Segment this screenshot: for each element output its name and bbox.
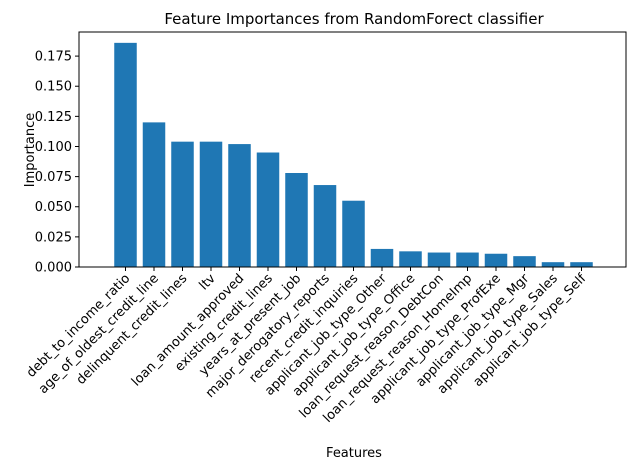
bar-applicant-job-type-profexe: [484, 253, 508, 267]
bars-group: [114, 42, 593, 267]
y-tick-label: 0.150: [35, 80, 72, 95]
bar-major-derogatory-reports: [313, 185, 337, 267]
bar-applicant-job-type-self: [570, 262, 593, 267]
bar-loan-request-reason-homeimp: [456, 252, 479, 267]
y-tick-label: 0.000: [35, 261, 72, 276]
plot-frame: [78, 31, 627, 268]
bar-delinquent-credit-lines: [171, 141, 194, 267]
y-tick-label: 0.175: [35, 50, 72, 65]
bar-existing-credit-lines: [256, 152, 280, 267]
x-tick-label: delinquent_credit_lines: [74, 271, 191, 388]
chart-title: Feature Importances from RandomForect cl…: [164, 10, 544, 28]
bar-applicant-job-type-sales: [541, 262, 565, 267]
bar-age-of-oldest-credit-line: [142, 122, 166, 267]
y-axis-title: Importance: [23, 113, 38, 188]
y-tick-label: 0.025: [35, 230, 72, 245]
bar-recent-credit-inquiries: [342, 200, 365, 267]
x-tick-label: ltv: [197, 271, 219, 293]
bar-loan-amount-approved: [228, 144, 251, 267]
bar-applicant-job-type-mgr: [513, 256, 536, 267]
bar-applicant-job-type-other: [370, 248, 394, 267]
x-axis-title: Features: [326, 446, 382, 461]
x-axis: debt_to_income_ratioage_of_oldest_credit…: [24, 267, 590, 426]
bar-years-at-present-job: [285, 173, 308, 267]
bar-loan-request-reason-debtcon: [427, 252, 451, 267]
y-axis: 0.000 0.025 0.050 0.075 0.100 0.125 0.150 0.175: [35, 50, 79, 276]
bar-ltv: [199, 141, 223, 267]
y-tick-label: 0.100: [35, 140, 72, 155]
y-tick-label: 0.125: [35, 110, 72, 125]
bar-debt-to-income-ratio: [114, 42, 137, 267]
bar-applicant-job-type-office: [399, 251, 422, 267]
y-tick-label: 0.050: [35, 200, 72, 215]
y-tick-label: 0.075: [35, 170, 72, 185]
